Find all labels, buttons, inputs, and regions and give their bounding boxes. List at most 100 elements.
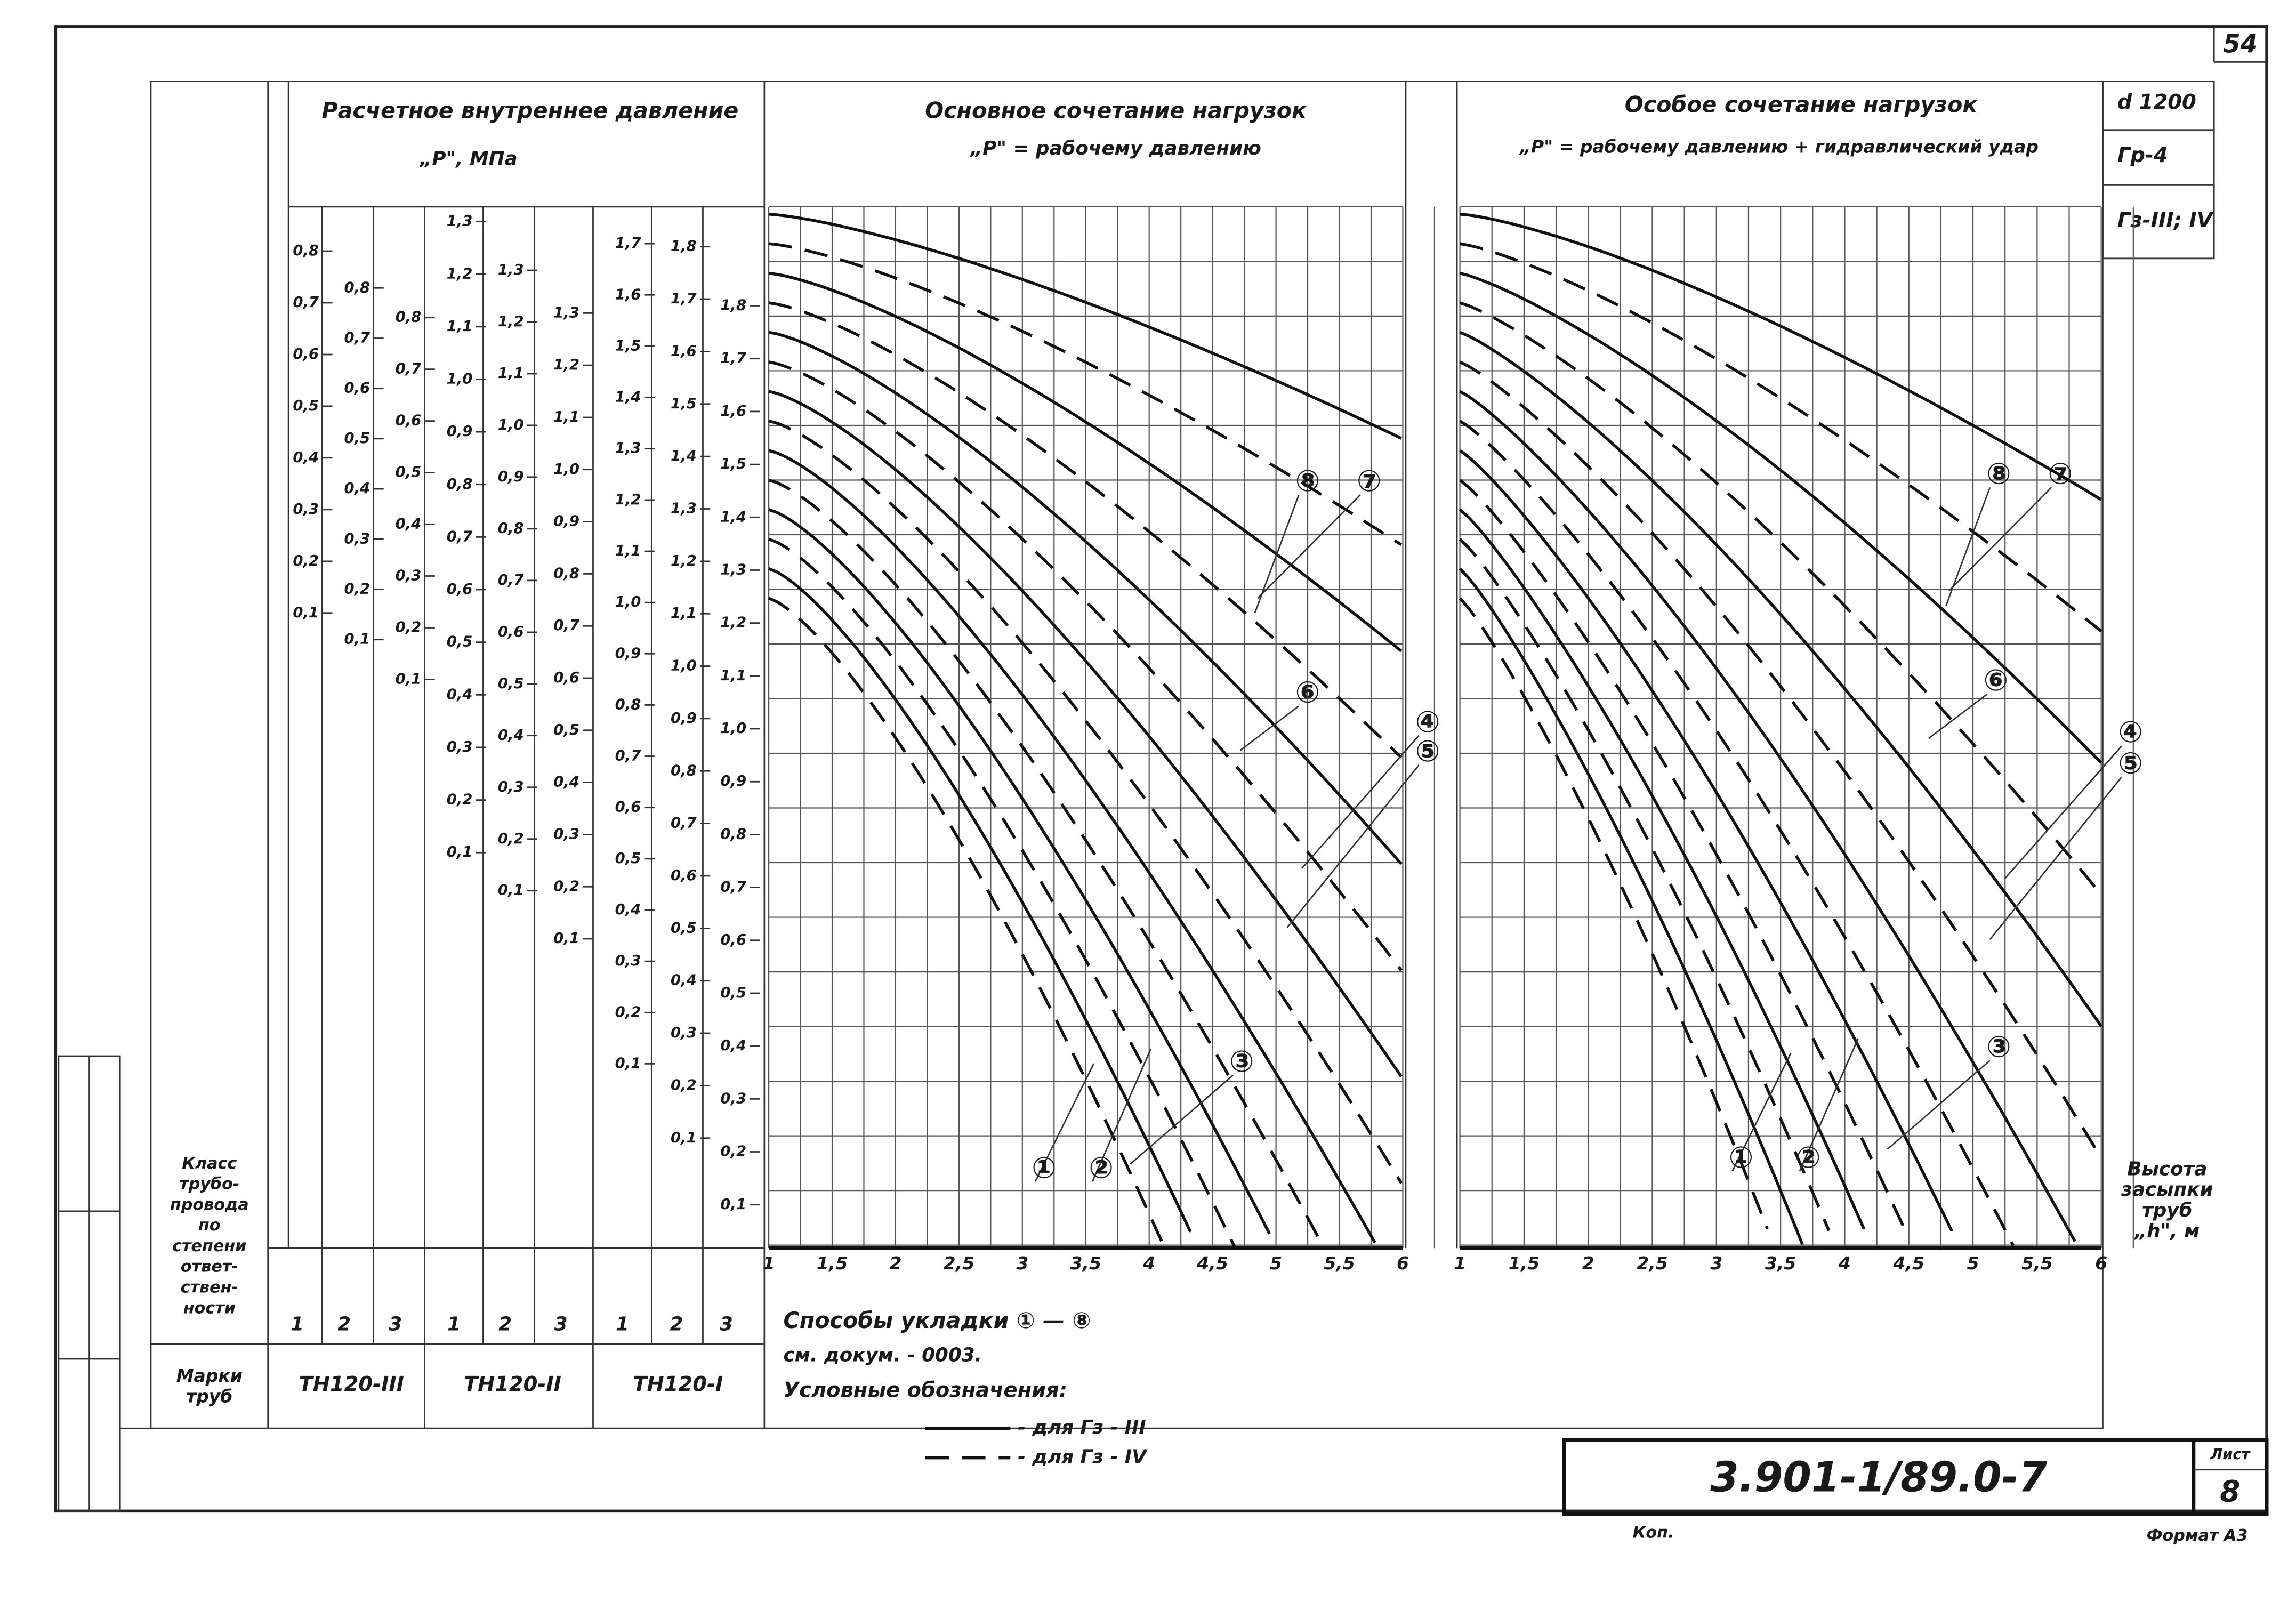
scale-label: 1,7 (671, 289, 697, 307)
scale-label: 0,3 (396, 566, 422, 584)
scale-label: 0,7 (720, 878, 746, 896)
scale-label: 1,1 (498, 364, 524, 382)
scale-label: 0,5 (293, 397, 319, 414)
curve (768, 597, 1166, 1247)
x-axis-label: 4 (1838, 1253, 1851, 1274)
curve (1459, 360, 2103, 1159)
scale-label: 0,5 (447, 633, 473, 650)
legend-text: - для Гз - III (1018, 1416, 1146, 1438)
scale-label: 0,7 (615, 746, 641, 764)
x-axis-title: засыпки (2121, 1179, 2213, 1201)
scale-label: 1,3 (498, 261, 524, 278)
scale-label: 0,7 (447, 527, 473, 545)
scale-label: 1,4 (615, 388, 641, 406)
scale-label: 1,2 (720, 614, 746, 631)
scale-label: 0,3 (344, 529, 370, 547)
scale-label: 1,2 (615, 490, 641, 508)
curve (1459, 538, 1831, 1231)
scale-label: 0,8 (553, 564, 579, 582)
leader-line (1928, 694, 1988, 739)
row-label: ности (183, 1299, 236, 1317)
scale-label: 1,3 (447, 212, 473, 230)
curve-label: ⑧ (1295, 464, 1320, 498)
header-text: „Р", МПа (418, 148, 517, 170)
scale-label: 0,4 (720, 1036, 746, 1054)
curve-label: ⑦ (1357, 464, 1382, 498)
x-axis-label: 4 (1142, 1253, 1155, 1274)
curve-label: ① (1032, 1151, 1057, 1185)
scale-label: 0,1 (447, 843, 473, 860)
scale-label: 0,4 (396, 515, 422, 533)
x-axis-label: 5 (1967, 1253, 1979, 1274)
scale-label: 1,7 (615, 234, 641, 252)
leader-line (1301, 735, 1420, 870)
curve (1459, 479, 1910, 1237)
scale-label: 0,7 (344, 328, 370, 346)
curve (768, 478, 1324, 1246)
x-axis-label: 4,5 (1196, 1253, 1228, 1274)
scale-label: 0,8 (671, 761, 697, 779)
scale-label: 0,6 (498, 623, 524, 640)
x-axis-label: 2,5 (944, 1253, 974, 1274)
class-number: 2 (337, 1313, 351, 1335)
scale-label: 0,5 (671, 919, 697, 936)
curve (768, 242, 1403, 546)
scale-label: 0,1 (396, 670, 422, 687)
curve (768, 567, 1192, 1233)
scale-label: 1,0 (720, 719, 746, 737)
scale-label: 0,2 (671, 1076, 697, 1093)
curve (768, 508, 1271, 1235)
curve (1459, 597, 1769, 1230)
row-label: трубо- (179, 1174, 239, 1193)
chart-title: Основное сочетание нагрузок (925, 98, 1307, 123)
curve (1460, 212, 2102, 501)
leader-line (1257, 494, 1361, 599)
curve-label: ⑥ (1984, 664, 2009, 698)
curve (768, 360, 1403, 971)
curve (768, 271, 1403, 653)
leader-line (1091, 1048, 1152, 1182)
scale-label: 0,5 (720, 984, 746, 1001)
leader-line (1948, 487, 2052, 592)
scale-label: 0,7 (553, 616, 579, 634)
class-number: 3 (554, 1313, 568, 1335)
scale-label: 1,8 (671, 237, 697, 255)
scale-label: 0,8 (447, 475, 473, 493)
scale-label: 0,8 (615, 695, 641, 713)
scale-label: 0,3 (615, 952, 641, 969)
scale-label: 0,1 (553, 929, 579, 947)
scale-label: 0,6 (447, 580, 473, 598)
scale-label: 1,1 (615, 542, 641, 559)
scale-label: 0,9 (553, 512, 579, 530)
row-label: провода (170, 1195, 249, 1214)
scale-label: 0,2 (720, 1142, 746, 1160)
scale-label: 0,3 (553, 825, 579, 842)
x-axis-label: 3 (1710, 1253, 1722, 1274)
scale-label: 1,6 (671, 342, 697, 359)
x-axis-label: 2 (889, 1253, 901, 1274)
leader-line (1989, 776, 2123, 940)
curve (1459, 508, 1866, 1230)
chart-title: Особое сочетание нагрузок (1625, 92, 1978, 117)
scale-label: 0,7 (396, 360, 422, 377)
note-text: см. докум. - 0003. (784, 1344, 982, 1366)
scale-label: 0,6 (396, 412, 422, 429)
scale-label: 1,0 (615, 593, 641, 610)
curve (768, 537, 1236, 1247)
curve (768, 301, 1403, 759)
scale-label: 0,4 (344, 479, 370, 497)
scale-label: 0,4 (293, 448, 319, 466)
scale-label: 0,8 (720, 825, 746, 842)
curve-label: ① (1729, 1141, 1754, 1175)
scale-label: 1,1 (553, 408, 579, 425)
class-number: 1 (447, 1313, 461, 1335)
x-axis-label: 4,5 (1893, 1253, 1924, 1274)
scale-label: 1,5 (720, 455, 746, 472)
x-axis-label: 2,5 (1637, 1253, 1667, 1274)
stamp-text: Гр-4 (2117, 143, 2168, 167)
format-label: Формат А3 (2147, 1526, 2248, 1545)
document-code: 3.901-1/89.0-7 (1710, 1453, 2047, 1501)
scale-label: 0,5 (396, 463, 422, 481)
